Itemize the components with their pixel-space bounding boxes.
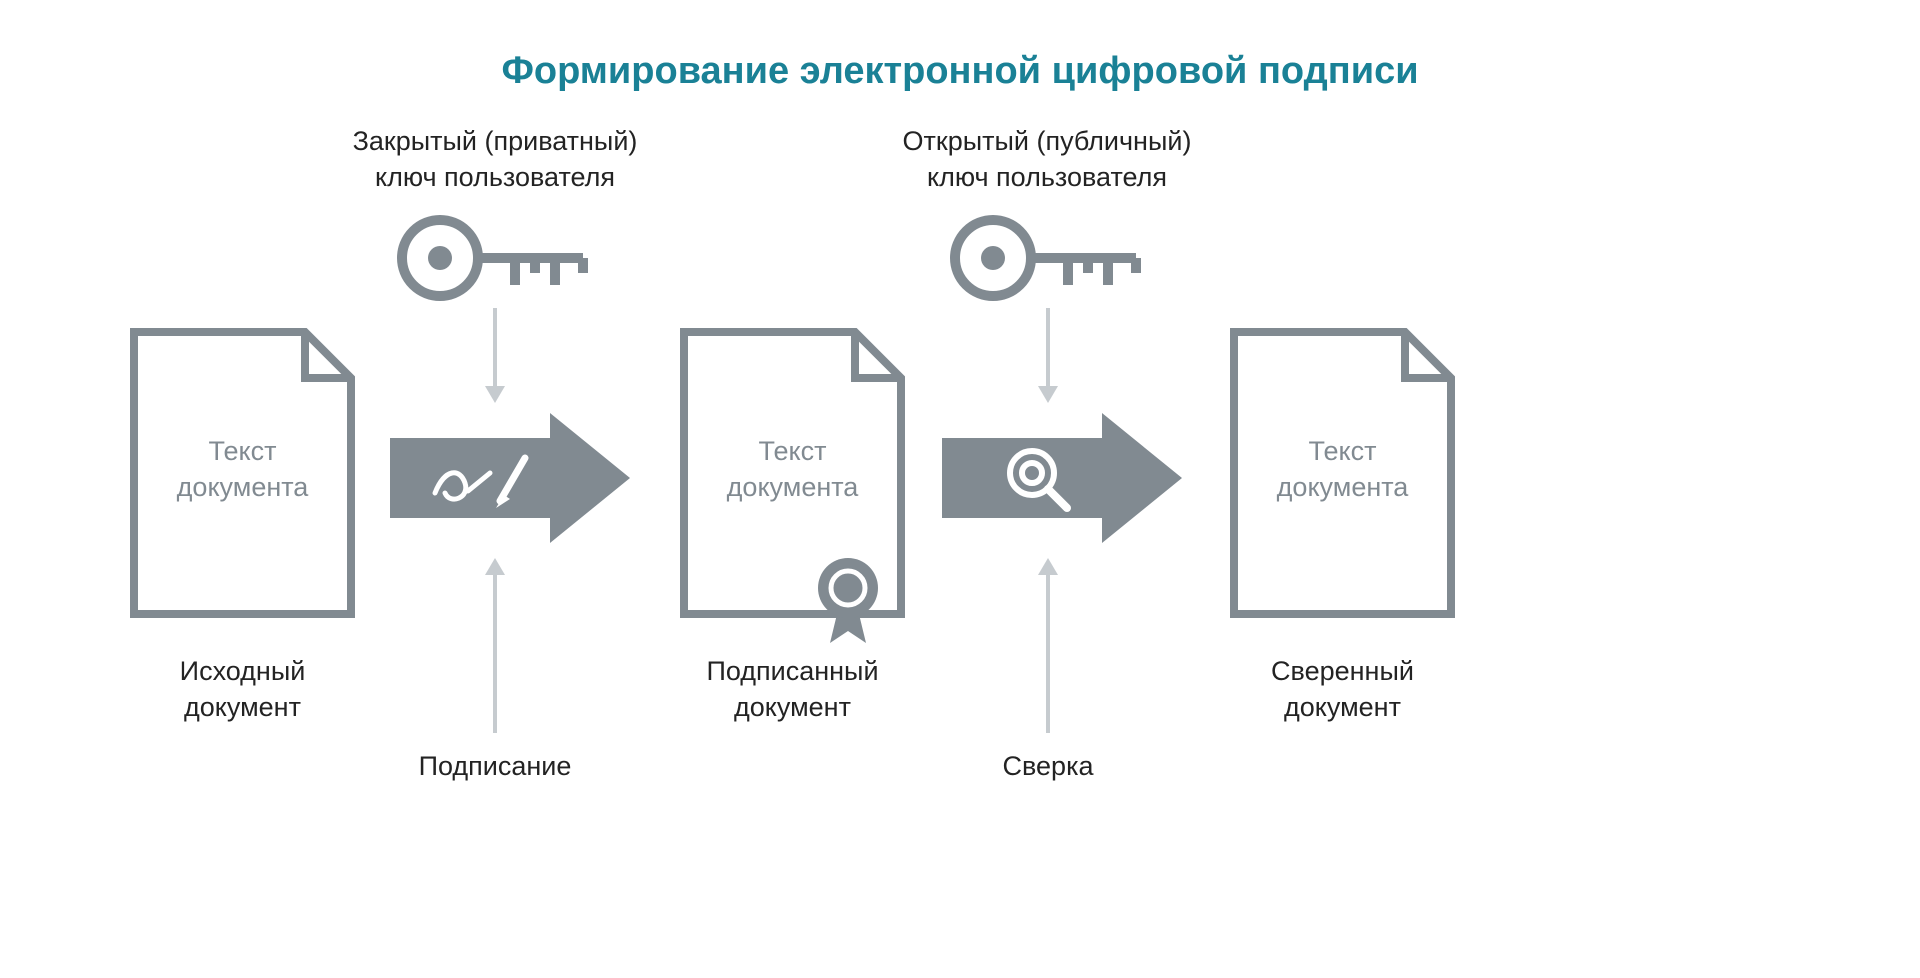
caption-line1: Сверенный bbox=[1230, 653, 1455, 689]
signed-doc-caption: Подписанный документ bbox=[680, 653, 905, 726]
verified-doc-caption: Сверенный документ bbox=[1230, 653, 1455, 726]
caption-line2: документ bbox=[1230, 689, 1455, 725]
private-key-label: Закрытый (приватный) ключ пользователя bbox=[330, 123, 660, 196]
signing-arrow-icon bbox=[390, 413, 630, 548]
source-doc-content: Текст документа bbox=[130, 433, 355, 506]
doc-text-line1: Текст bbox=[1230, 433, 1455, 469]
verify-process-label: Сверка bbox=[948, 748, 1148, 784]
verified-doc-content: Текст документа bbox=[1230, 433, 1455, 506]
arrow-up-icon bbox=[483, 558, 507, 738]
arrow-up-icon bbox=[1036, 558, 1060, 738]
key-icon bbox=[395, 213, 595, 308]
private-key-label-line2: ключ пользователя bbox=[330, 159, 660, 195]
signed-doc-content: Текст документа bbox=[680, 433, 905, 506]
arrow-down-icon bbox=[1036, 308, 1060, 408]
arrow-down-icon bbox=[483, 308, 507, 408]
key-icon bbox=[948, 213, 1148, 308]
private-key-label-line1: Закрытый (приватный) bbox=[330, 123, 660, 159]
source-doc-caption: Исходный документ bbox=[130, 653, 355, 726]
doc-text-line1: Текст bbox=[680, 433, 905, 469]
signing-process-label: Подписание bbox=[395, 748, 595, 784]
doc-text-line1: Текст bbox=[130, 433, 355, 469]
public-key-label-line1: Открытый (публичный) bbox=[882, 123, 1212, 159]
doc-text-line2: документа bbox=[1230, 469, 1455, 505]
caption-line1: Исходный bbox=[130, 653, 355, 689]
signature-diagram: Закрытый (приватный) ключ пользователя О… bbox=[0, 93, 1920, 913]
caption-line2: документ bbox=[680, 689, 905, 725]
diagram-title: Формирование электронной цифровой подпис… bbox=[0, 0, 1920, 93]
public-key-label-line2: ключ пользователя bbox=[882, 159, 1212, 195]
caption-line1: Подписанный bbox=[680, 653, 905, 689]
caption-line2: документ bbox=[130, 689, 355, 725]
verify-arrow-icon bbox=[942, 413, 1182, 548]
public-key-label: Открытый (публичный) ключ пользователя bbox=[882, 123, 1212, 196]
doc-text-line2: документа bbox=[680, 469, 905, 505]
doc-text-line2: документа bbox=[130, 469, 355, 505]
